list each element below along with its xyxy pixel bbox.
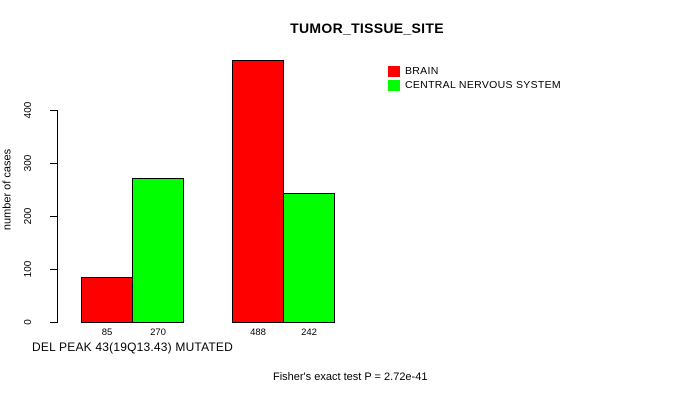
fisher-test-annotation: Fisher's exact test P = 2.72e-41 [273, 371, 428, 383]
y-tick-label: 300 [23, 154, 34, 172]
legend-label: BRAIN [405, 65, 439, 77]
y-tick [50, 322, 58, 323]
y-tick [50, 216, 58, 217]
legend-label: CENTRAL NERVOUS SYSTEM [405, 79, 561, 91]
y-tick-label: 400 [23, 101, 34, 119]
bar-brain-group2 [232, 60, 284, 323]
legend-item-central-nervous-system: CENTRAL NERVOUS SYSTEM [388, 78, 561, 92]
y-tick [50, 110, 58, 111]
legend-swatch-green [388, 79, 400, 91]
bar-value-label: 85 [101, 327, 113, 338]
bar-brain-group1 [81, 277, 133, 323]
legend-item-brain: BRAIN [388, 64, 561, 78]
y-tick [50, 163, 58, 164]
bar-cns-group1 [132, 178, 184, 323]
legend: BRAIN CENTRAL NERVOUS SYSTEM [388, 64, 561, 92]
chart-title: TUMOR_TISSUE_SITE [290, 20, 444, 36]
bar-value-label: 242 [301, 327, 317, 338]
y-tick-label: 200 [23, 207, 34, 225]
bar-cns-group2 [283, 193, 335, 323]
y-tick-label: 0 [23, 319, 34, 325]
bar-value-label: 270 [150, 327, 166, 338]
y-tick [50, 269, 58, 270]
y-tick-label: 100 [23, 260, 34, 278]
legend-swatch-red [388, 65, 400, 77]
y-axis-title: number of cases [1, 148, 14, 231]
bar-value-label: 488 [250, 327, 266, 338]
x-axis-caption: DEL PEAK 43(19Q13.43) MUTATED [32, 340, 233, 354]
